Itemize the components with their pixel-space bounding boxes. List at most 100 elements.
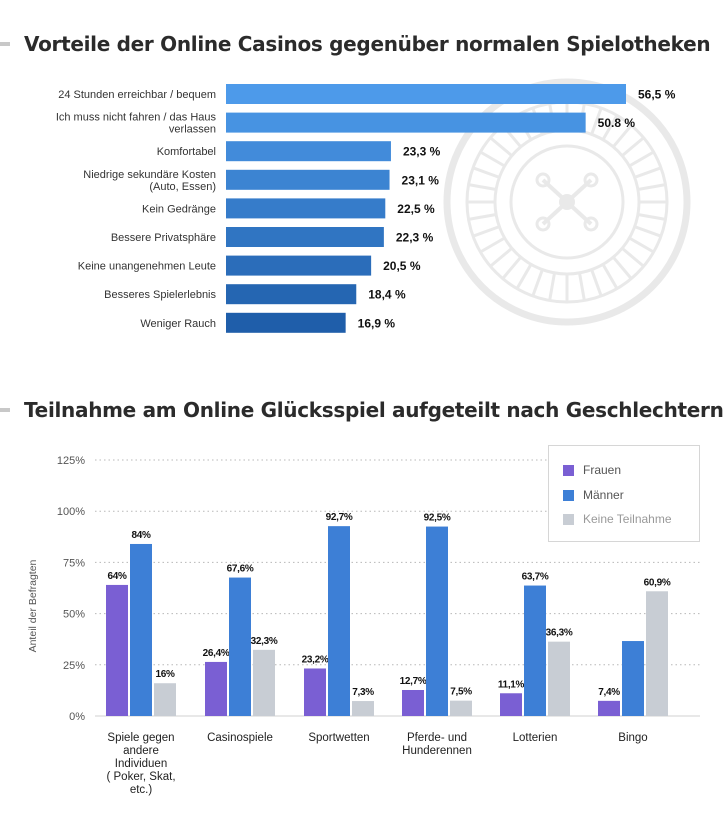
wheel-divider bbox=[548, 272, 556, 301]
wheel-divider bbox=[628, 150, 655, 168]
legend-item-keine-teilnahme: Keine Teilnahme bbox=[563, 512, 672, 526]
legend-label-frauen: Frauen bbox=[583, 463, 622, 477]
bar bbox=[226, 227, 384, 247]
wheel-divider bbox=[601, 263, 619, 290]
roulette-wheel-icon bbox=[443, 78, 691, 326]
bar-frauen bbox=[500, 693, 522, 716]
wheel-divider bbox=[489, 136, 513, 157]
category-label: (Auto, Essen) bbox=[149, 181, 216, 193]
category-label: Keine unangenehmen Leute bbox=[78, 261, 216, 273]
wheel-divider bbox=[479, 236, 506, 254]
category-label: 24 Stunden erreichbar / bequem bbox=[58, 89, 216, 101]
legend-swatch-keine-teilnahme bbox=[563, 513, 574, 525]
legend-item-maenner: Männer bbox=[563, 488, 624, 502]
data-label: 63,7% bbox=[522, 572, 549, 583]
bar-m-nner bbox=[426, 526, 448, 716]
bar-m-nner bbox=[524, 585, 546, 716]
data-label: 12,7% bbox=[400, 676, 427, 687]
wheel-divider bbox=[634, 225, 662, 238]
bar-keine-teilnahme bbox=[253, 649, 275, 716]
y-tick-label: 50% bbox=[63, 609, 85, 621]
title-dash bbox=[0, 42, 10, 46]
bar-frauen bbox=[598, 700, 620, 716]
value-label: 56,5 % bbox=[638, 88, 676, 102]
x-tick-label: Hunderennen bbox=[402, 745, 472, 757]
bar-frauen bbox=[205, 661, 227, 716]
data-label: 7,4% bbox=[598, 687, 620, 698]
data-label: 84% bbox=[131, 530, 151, 541]
chart2-legend: Frauen Männer Keine Teilnahme bbox=[548, 445, 700, 542]
bar bbox=[226, 312, 346, 333]
x-tick-label: Casinospiele bbox=[207, 732, 273, 744]
wheel-divider bbox=[468, 213, 497, 221]
category-label: Komfortabel bbox=[157, 146, 216, 158]
bar bbox=[226, 284, 357, 305]
y-tick-label: 100% bbox=[57, 506, 85, 518]
bar bbox=[226, 84, 626, 104]
x-tick-label: Sportwetten bbox=[308, 732, 369, 744]
data-label: 16% bbox=[155, 669, 175, 680]
bar-frauen bbox=[402, 689, 424, 716]
bar bbox=[226, 198, 386, 219]
wheel-divider bbox=[612, 124, 633, 148]
wheel-divider bbox=[628, 236, 655, 254]
wheel-divider bbox=[489, 247, 513, 268]
wheel-divider bbox=[612, 256, 633, 280]
category-label: Kein Gedränge bbox=[142, 203, 216, 215]
wheel-ring bbox=[509, 144, 625, 260]
category-label: Niedrige sekundäre Kosten bbox=[83, 169, 216, 181]
wheel-divider bbox=[621, 247, 645, 268]
bar-keine-teilnahme bbox=[646, 591, 668, 716]
data-label: 92,7% bbox=[326, 512, 353, 523]
y-tick-label: 75% bbox=[63, 557, 85, 569]
bar-m-nner bbox=[328, 526, 350, 716]
data-label: 23,2% bbox=[302, 654, 329, 665]
x-tick-label: andere bbox=[123, 745, 159, 757]
legend-swatch-frauen bbox=[563, 464, 574, 476]
x-tick-label: etc.) bbox=[130, 784, 153, 796]
y-tick-label: 25% bbox=[63, 660, 85, 672]
y-tick-label: 125% bbox=[57, 455, 85, 467]
value-label: 23,1 % bbox=[402, 173, 440, 187]
chart1-title-row: Vorteile der Online Casinos gegenüber no… bbox=[0, 32, 711, 56]
data-label: 92,5% bbox=[424, 513, 451, 524]
data-label: 60,9% bbox=[644, 577, 671, 588]
value-label: 16,9 % bbox=[358, 316, 396, 330]
wheel-divider bbox=[601, 114, 619, 141]
bar-keine-teilnahme bbox=[154, 683, 176, 716]
value-label: 20,5 % bbox=[383, 259, 421, 273]
data-label: 26,4% bbox=[203, 648, 230, 659]
bar-keine-teilnahme bbox=[352, 701, 374, 716]
x-tick-label: Pferde- und bbox=[407, 732, 467, 744]
value-label: 22,3 % bbox=[396, 231, 434, 245]
category-label: Weniger Rauch bbox=[140, 318, 216, 330]
wheel-divider bbox=[472, 166, 500, 179]
wheel-divider bbox=[501, 256, 522, 280]
category-label: verlassen bbox=[169, 124, 216, 136]
value-label: 50.8 % bbox=[598, 116, 636, 130]
wheel-divider bbox=[634, 166, 662, 179]
x-tick-label: Individuen bbox=[115, 758, 167, 770]
bar-frauen bbox=[106, 584, 128, 716]
wheel-divider bbox=[590, 269, 603, 297]
wheel-divider bbox=[531, 269, 544, 297]
wheel-divider bbox=[637, 213, 666, 221]
chart1-title: Vorteile der Online Casinos gegenüber no… bbox=[24, 32, 711, 56]
value-label: 18,4 % bbox=[368, 288, 406, 302]
legend-label-maenner: Männer bbox=[583, 488, 624, 502]
title-dash bbox=[0, 408, 10, 412]
x-tick-label: Lotterien bbox=[513, 732, 558, 744]
legend-item-frauen: Frauen bbox=[563, 463, 621, 477]
bar-m-nner bbox=[622, 641, 644, 716]
value-label: 22,5 % bbox=[397, 202, 435, 216]
category-label: Ich muss nicht fahren / das Haus bbox=[56, 112, 217, 124]
chart2-title: Teilnahme am Online Glücksspiel aufgetei… bbox=[24, 398, 724, 422]
data-label: 36,3% bbox=[546, 628, 573, 639]
x-tick-label: ( Poker, Skat, bbox=[106, 771, 175, 783]
x-tick-label: Bingo bbox=[618, 732, 647, 744]
wheel-divider bbox=[621, 136, 645, 157]
bar bbox=[226, 141, 391, 162]
wheel-hub bbox=[559, 194, 575, 210]
value-label: 23,3 % bbox=[403, 145, 441, 159]
bar bbox=[226, 169, 390, 190]
